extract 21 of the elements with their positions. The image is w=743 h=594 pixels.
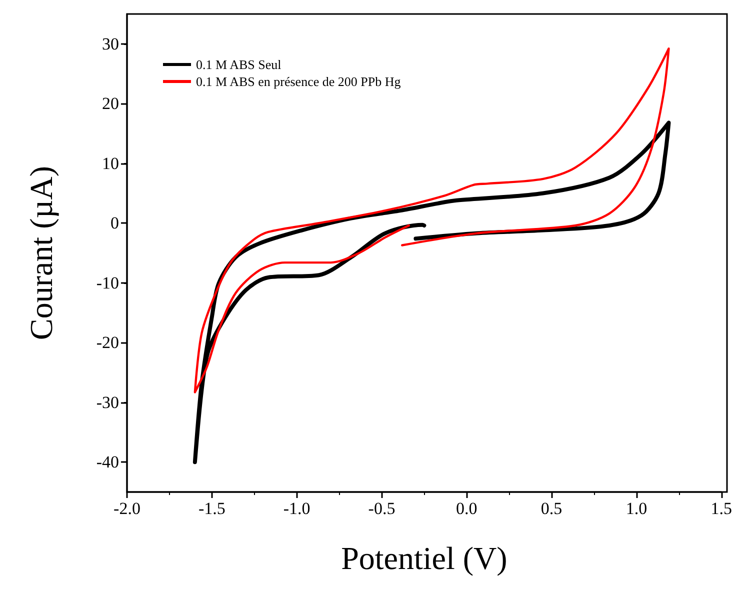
y-tick-label: 20 [102, 94, 119, 114]
y-tick-label: -30 [96, 392, 119, 412]
x-axis-title: Potentiel (V) [341, 540, 508, 576]
legend-label: 0.1 M ABS Seul [196, 57, 282, 72]
x-tick-label: -1.5 [198, 499, 226, 518]
line-series [194, 48, 670, 394]
x-tick-label: 1.5 [710, 499, 732, 518]
x-tick-label: -2.0 [114, 499, 140, 518]
y-tick-label: -10 [96, 273, 119, 292]
y-tick-label: -20 [96, 333, 119, 352]
y-axis-title: Courant (µA) [23, 166, 59, 340]
x-tick-label: -1.0 [283, 499, 310, 518]
x-tick-label: 0.5 [540, 499, 562, 518]
y-tick-label: -40 [96, 452, 119, 472]
legend-label: 0.1 M ABS en présence de 200 PPb Hg [196, 74, 402, 89]
x-tick-label: 0.0 [456, 499, 478, 518]
y-tick-label: 30 [102, 34, 119, 54]
y-tick-label: 0 [110, 214, 119, 233]
x-tick-label: -0.5 [368, 499, 396, 518]
x-tick-label: 1.0 [626, 499, 648, 518]
y-tick-label: 10 [102, 154, 119, 173]
